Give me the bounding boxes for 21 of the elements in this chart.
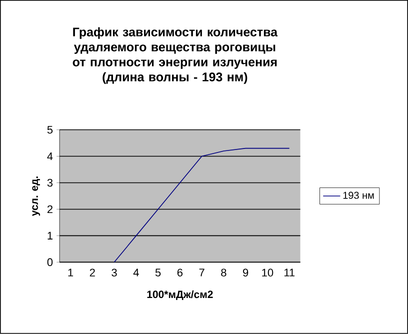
x-tick-label: 3 xyxy=(112,268,117,277)
x-tick-label: 1 xyxy=(68,268,74,276)
x-tick-label: 7 xyxy=(199,268,204,276)
x-tick-label: 8 xyxy=(221,268,226,277)
legend-label: 193 нм xyxy=(343,192,374,199)
x-tick-label: 6 xyxy=(177,268,182,277)
x-axis-title: 100*мДж/см2 xyxy=(147,290,213,300)
y-tick-label: 0 xyxy=(47,258,53,266)
x-tick-label: 9 xyxy=(243,268,248,277)
x-tick-label: 4 xyxy=(133,268,139,276)
x-tick-label: 5 xyxy=(155,268,161,276)
y-tick-label: 4 xyxy=(47,152,53,160)
x-tick-label: 2 xyxy=(90,268,95,276)
y-tick-label: 5 xyxy=(47,126,53,134)
y-axis-title: усл. ед. xyxy=(32,176,40,216)
y-tick-label: 2 xyxy=(47,206,52,214)
y-tick-label: 3 xyxy=(47,178,53,187)
chart-title: График зависимости количества удаляемого вещества роговицы от плотности энергии излучения (длина волны - 193 нм) xyxy=(72,27,278,84)
y-tick-label: 1 xyxy=(48,232,52,240)
x-tick-label: 10 xyxy=(262,268,274,277)
x-tick-label: 11 xyxy=(284,268,295,276)
